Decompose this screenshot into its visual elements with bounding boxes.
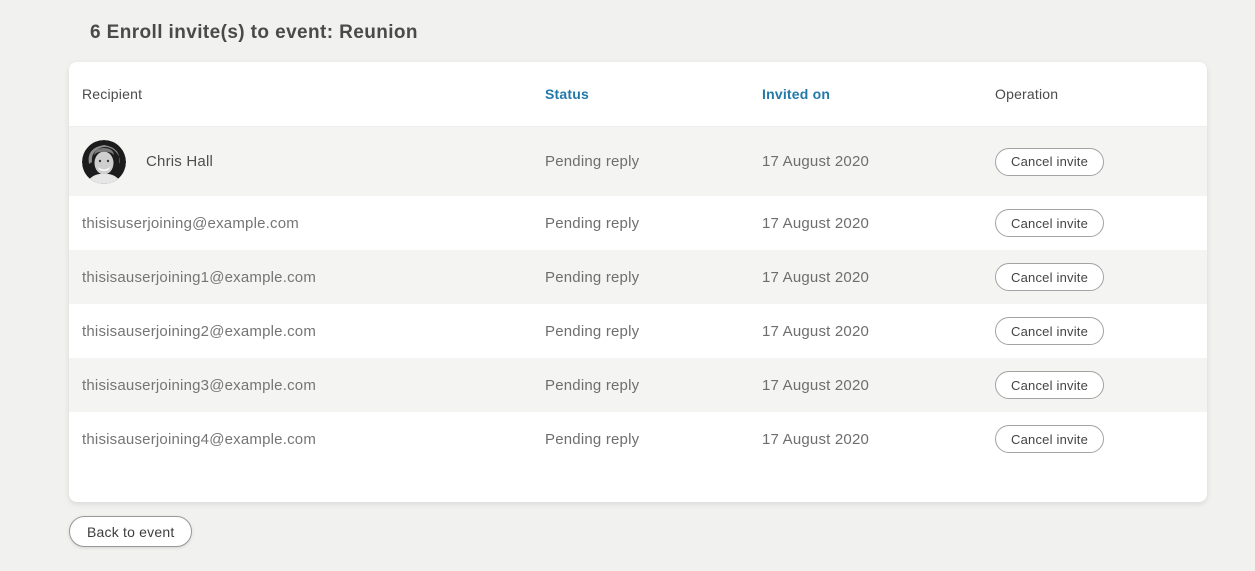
operation-cell: Cancel invite — [995, 263, 1194, 291]
cancel-invite-button[interactable]: Cancel invite — [995, 371, 1105, 399]
status-cell: Pending reply — [545, 214, 640, 232]
invites-table-card: Recipient Status Invited on Operation — [69, 62, 1207, 502]
recipient-name: Chris Hall — [146, 153, 214, 170]
status-cell: Pending reply — [545, 322, 640, 340]
recipient-email: thisisauserjoining1@example.com — [82, 268, 317, 286]
operation-cell: Cancel invite — [995, 371, 1194, 399]
cancel-invite-button[interactable]: Cancel invite — [995, 263, 1105, 291]
column-header-recipient: Recipient — [82, 86, 143, 102]
invited-on-cell: 17 August 2020 — [762, 268, 870, 286]
table-row: thisisauserjoining4@example.com Pending … — [69, 412, 1207, 466]
page-title: 6 Enroll invite(s) to event: Reunion — [90, 22, 418, 43]
operation-cell: Cancel invite — [995, 425, 1194, 453]
table-row: thisisauserjoining1@example.com Pending … — [69, 250, 1207, 304]
recipient-email: thisisauserjoining3@example.com — [82, 376, 317, 394]
table-header-row: Recipient Status Invited on Operation — [69, 62, 1207, 127]
invited-on-cell: 17 August 2020 — [762, 430, 870, 448]
table-row: thisisauserjoining2@example.com Pending … — [69, 304, 1207, 358]
column-header-operation: Operation — [995, 86, 1059, 102]
status-cell: Pending reply — [545, 153, 640, 170]
operation-cell: Cancel invite — [995, 147, 1194, 176]
recipient-email: thisisauserjoining4@example.com — [82, 430, 317, 448]
recipient-email: thisisuserjoining@example.com — [82, 214, 299, 232]
cancel-invite-button[interactable]: Cancel invite — [995, 147, 1105, 176]
back-to-event-button[interactable]: Back to event — [69, 516, 193, 547]
cancel-invite-button[interactable]: Cancel invite — [995, 209, 1105, 237]
invited-on-cell: 17 August 2020 — [762, 376, 870, 394]
recipient-email: thisisauserjoining2@example.com — [82, 322, 317, 340]
column-header-invited-on[interactable]: Invited on — [762, 86, 831, 102]
invited-on-cell: 17 August 2020 — [762, 322, 870, 340]
invited-on-cell: 17 August 2020 — [762, 153, 870, 170]
status-cell: Pending reply — [545, 376, 640, 394]
status-cell: Pending reply — [545, 268, 640, 286]
operation-cell: Cancel invite — [995, 209, 1194, 237]
column-header-status[interactable]: Status — [545, 86, 589, 102]
table-row: thisisuserjoining@example.com Pending re… — [69, 196, 1207, 250]
status-cell: Pending reply — [545, 430, 640, 448]
avatar — [82, 139, 126, 184]
cancel-invite-button[interactable]: Cancel invite — [995, 317, 1105, 345]
table-row: thisisauserjoining3@example.com Pending … — [69, 358, 1207, 412]
recipient-cell: Chris Hall — [82, 139, 545, 184]
operation-cell: Cancel invite — [995, 317, 1194, 345]
table-row: Chris Hall Pending reply 17 August 2020 … — [69, 127, 1207, 196]
cancel-invite-button[interactable]: Cancel invite — [995, 425, 1105, 453]
invited-on-cell: 17 August 2020 — [762, 214, 870, 232]
